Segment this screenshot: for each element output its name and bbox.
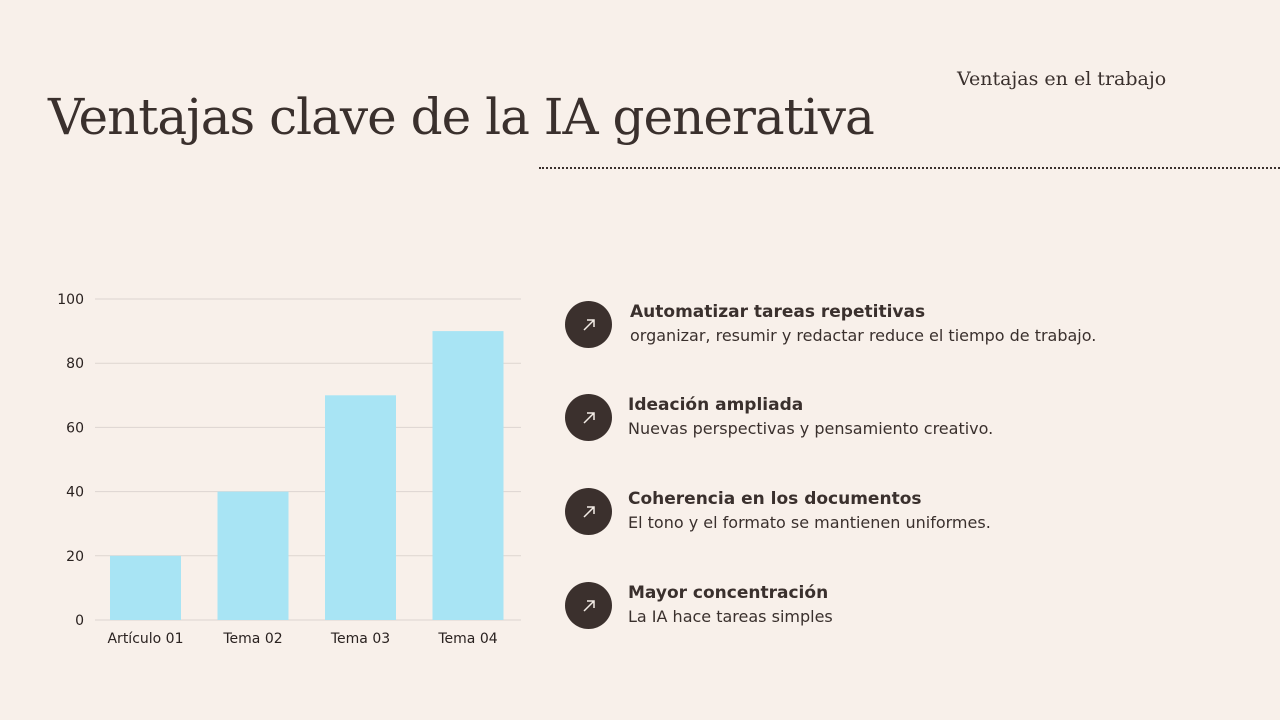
benefit-item: Automatizar tareas repetitivas organizar… [565, 301, 1096, 349]
section-subtitle: Ventajas en el trabajo [957, 68, 1167, 90]
bar [432, 331, 504, 620]
y-tick-label: 0 [75, 613, 84, 629]
benefit-description: El tono y el formato se mantienen unifor… [628, 513, 991, 532]
arrow-up-right-icon [565, 488, 612, 535]
arrow-up-right-icon [565, 301, 612, 348]
benefit-title: Mayor concentración [628, 583, 829, 603]
dotted-divider [539, 167, 1280, 169]
y-tick-label: 100 [57, 292, 84, 308]
x-tick-label: Tema 02 [222, 631, 282, 647]
benefit-item: Coherencia en los documentos El tono y e… [565, 488, 991, 536]
bar [325, 395, 396, 620]
page-title: Ventajas clave de la IA generativa [48, 88, 875, 146]
benefit-title: Coherencia en los documentos [628, 489, 922, 509]
x-tick-label: Artículo 01 [107, 631, 183, 647]
benefit-description: organizar, resumir y redactar reduce el … [630, 326, 1097, 345]
y-tick-label: 60 [66, 420, 84, 436]
y-tick-label: 20 [66, 549, 84, 565]
bar [110, 555, 181, 620]
benefit-item: Mayor concentración La IA hace tareas si… [565, 582, 833, 630]
benefit-description: Nuevas perspectivas y pensamiento creati… [628, 419, 994, 438]
x-tick-label: Tema 03 [330, 631, 390, 647]
arrow-up-right-icon [565, 582, 612, 629]
bar-chart: 0 20 40 60 80 100 Artículo 01 Tema 02 Tema 03 Tem… [57, 292, 521, 647]
x-tick-label: Tema 04 [437, 631, 497, 647]
arrow-up-right-icon [565, 394, 612, 441]
benefit-description: La IA hace tareas simples [628, 607, 833, 626]
y-tick-label: 40 [66, 485, 84, 501]
benefit-title: Automatizar tareas repetitivas [630, 302, 926, 322]
y-tick-label: 80 [66, 356, 84, 372]
benefit-item: Ideación ampliada Nuevas perspectivas y … [565, 394, 993, 442]
benefit-title: Ideación ampliada [628, 395, 804, 415]
bar [217, 491, 289, 620]
